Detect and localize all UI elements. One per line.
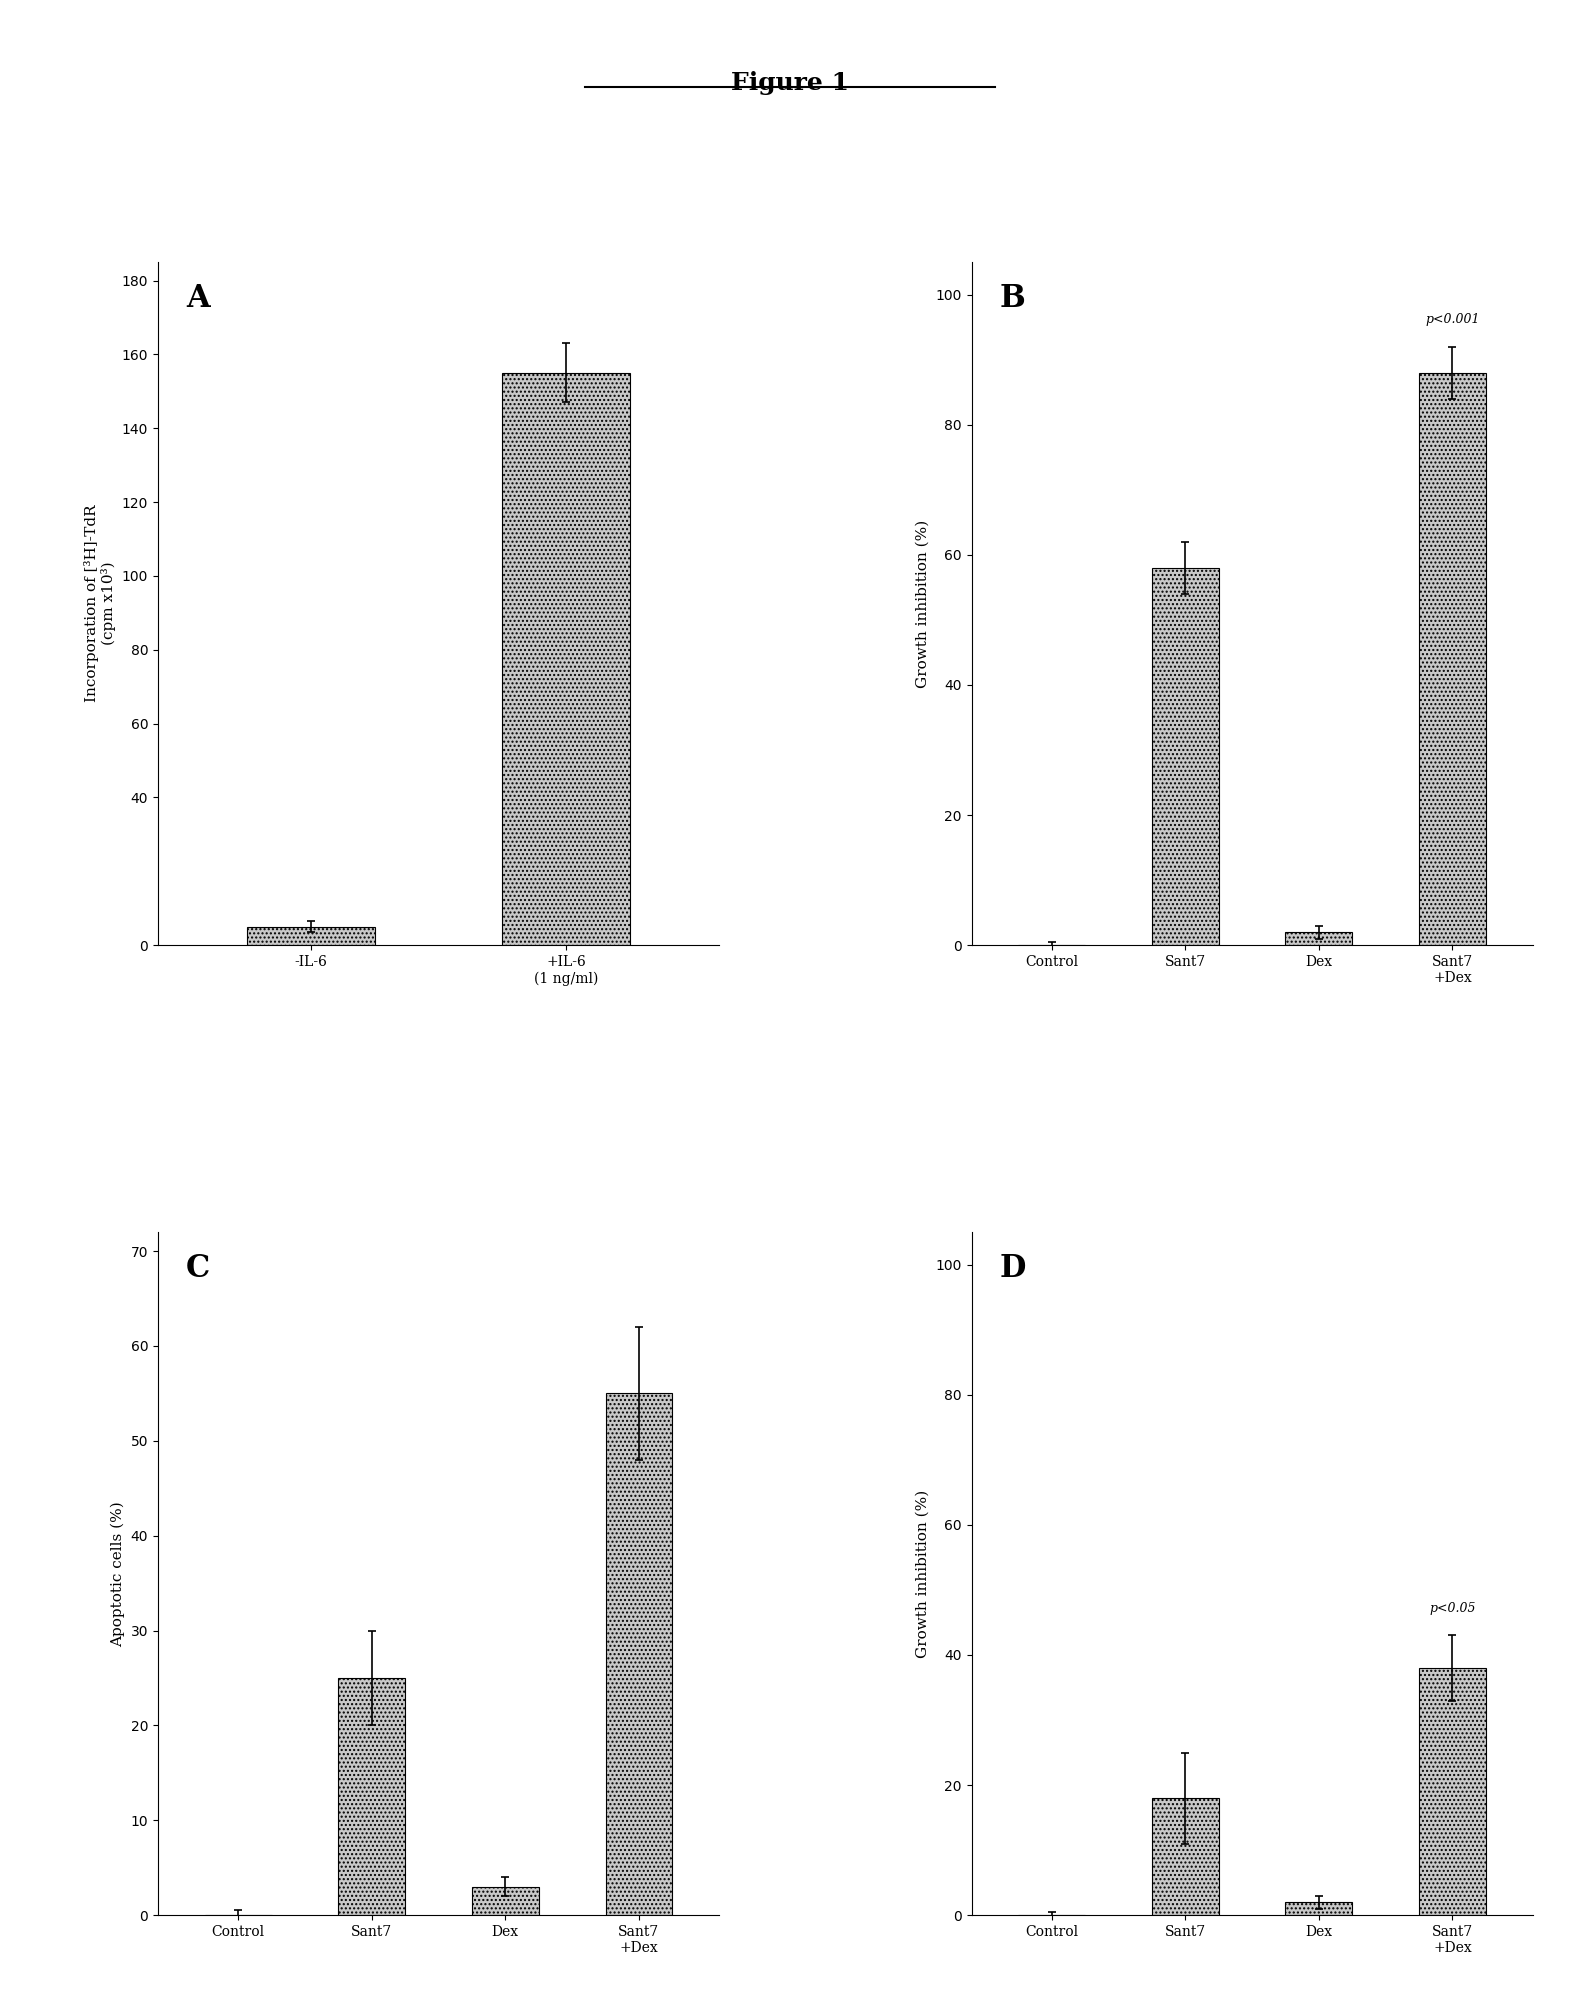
Bar — [338, 1677, 404, 1915]
Text: D: D — [1000, 1252, 1025, 1284]
Bar — [502, 373, 630, 946]
Text: Figure 1: Figure 1 — [732, 71, 848, 95]
Bar — [246, 927, 374, 946]
Bar — [605, 1393, 673, 1915]
Text: B: B — [1000, 282, 1025, 314]
Bar — [1286, 931, 1352, 946]
Text: C: C — [186, 1252, 210, 1284]
Bar — [472, 1887, 539, 1915]
Bar — [1419, 1667, 1485, 1915]
Bar — [1286, 1903, 1352, 1915]
Y-axis label: Apoptotic cells (%): Apoptotic cells (%) — [111, 1500, 125, 1647]
Y-axis label: Incorporation of [³H]-TdR
(cpm x10³): Incorporation of [³H]-TdR (cpm x10³) — [84, 504, 117, 702]
Bar — [1152, 1798, 1218, 1915]
Y-axis label: Growth inhibition (%): Growth inhibition (%) — [916, 520, 931, 687]
Bar — [1419, 373, 1485, 946]
Text: A: A — [186, 282, 210, 314]
Text: p<0.001: p<0.001 — [1425, 312, 1480, 327]
Y-axis label: Growth inhibition (%): Growth inhibition (%) — [916, 1490, 931, 1657]
Text: p<0.05: p<0.05 — [1430, 1603, 1476, 1615]
Bar — [1152, 569, 1218, 946]
